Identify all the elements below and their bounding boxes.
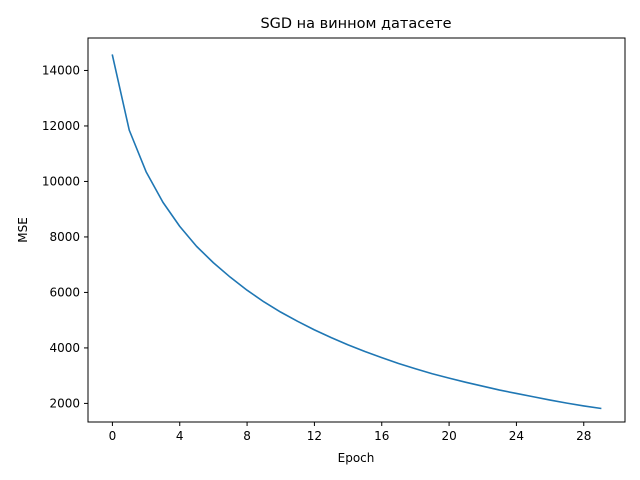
y-tick-label: 8000 [49, 230, 80, 244]
y-tick-label: 4000 [49, 341, 80, 355]
x-tick-label: 20 [441, 429, 456, 443]
x-axis-label: Epoch [338, 451, 375, 465]
x-tick-label: 28 [576, 429, 591, 443]
x-tick-label: 24 [509, 429, 524, 443]
chart-title: SGD на винном датасете [260, 16, 451, 32]
y-tick-label: 6000 [49, 285, 80, 299]
x-tick-label: 16 [374, 429, 389, 443]
y-axis: 2000 4000 6000 8000 10000 12000 14000 [42, 63, 88, 410]
plot-area: 0 4 8 12 16 20 24 28 2000 4000 6000 8000 10000 12000… [42, 37, 626, 443]
x-tick-label: 12 [307, 429, 322, 443]
x-tick-label: 4 [176, 429, 184, 443]
x-axis: 0 4 8 12 16 20 24 28 [109, 422, 591, 443]
y-tick-label: 14000 [42, 63, 80, 77]
x-tick-label: 0 [109, 429, 117, 443]
y-tick-label: 12000 [42, 119, 80, 133]
plot-frame [87, 37, 626, 423]
x-tick-label: 8 [243, 429, 251, 443]
y-tick-label: 2000 [49, 396, 80, 410]
y-tick-label: 10000 [42, 174, 80, 188]
y-axis-label: MSE [16, 217, 30, 243]
series-line [111, 54, 602, 410]
